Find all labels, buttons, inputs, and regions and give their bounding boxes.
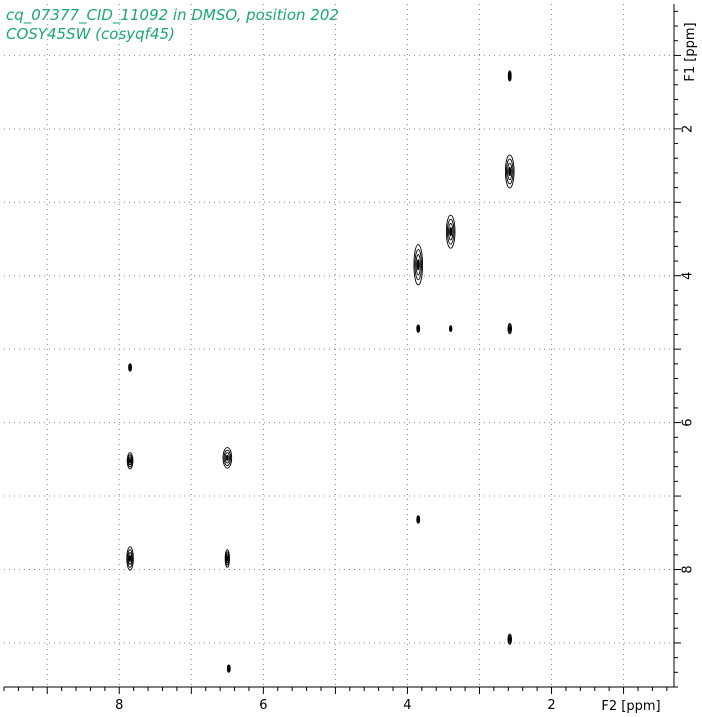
cross-peak xyxy=(224,549,230,568)
contour-level xyxy=(507,162,513,181)
contour-level xyxy=(128,552,133,565)
contour-level xyxy=(128,456,132,466)
contour-level xyxy=(506,158,514,185)
x-tick-label: 2 xyxy=(547,698,555,713)
plot-frame xyxy=(4,4,675,688)
y-tick-label: 8 xyxy=(681,565,696,573)
contour-level xyxy=(507,633,512,645)
title-line-sample: cq_07377_CID_11092 in DMSO, position 202 xyxy=(6,6,339,24)
contour-level xyxy=(413,244,424,286)
contour-level xyxy=(416,259,420,271)
contour-level xyxy=(449,227,453,237)
contour-level xyxy=(415,254,421,276)
contour-level xyxy=(445,214,456,249)
contour-level xyxy=(446,218,455,245)
cross-peak xyxy=(416,515,421,524)
cross-peak xyxy=(226,664,231,673)
cross-peak xyxy=(416,324,421,333)
title-line-experiment: COSY45SW (cosyqf45) xyxy=(6,25,175,43)
contour-level xyxy=(504,154,515,189)
contour-level xyxy=(224,452,230,464)
contour-level xyxy=(508,637,511,641)
x-axis-label: F2 [ppm] xyxy=(601,699,660,714)
contour-level xyxy=(508,166,512,177)
contour-level xyxy=(507,324,512,333)
contour-level xyxy=(224,549,230,568)
contour-level xyxy=(223,449,232,467)
contour-level xyxy=(222,447,233,469)
contour-level xyxy=(417,518,420,522)
cross-peak xyxy=(413,244,424,286)
contour-level xyxy=(127,549,133,568)
cross-peak xyxy=(507,633,512,645)
x-axis-ticks: 8 6 4 2 xyxy=(3,687,668,713)
cross-peak xyxy=(504,154,515,189)
cross-peak xyxy=(126,452,134,470)
y-tick-label: 2 xyxy=(681,125,696,133)
contour-level xyxy=(448,222,454,241)
cross-peak xyxy=(507,70,512,82)
contour-level xyxy=(225,551,230,566)
contour-level xyxy=(129,366,132,369)
y-axis-label: F1 [ppm] xyxy=(683,22,698,81)
cross-peak xyxy=(222,447,233,469)
cross-peak xyxy=(449,325,453,332)
contour-level xyxy=(126,452,134,470)
x-tick-label: 6 xyxy=(259,698,267,713)
cross-peak xyxy=(445,214,456,249)
spectrum-title: cq_07377_CID_11092 in DMSO, position 202… xyxy=(6,6,339,44)
contour-level xyxy=(127,454,133,468)
contour-level xyxy=(225,553,229,564)
cross-peaks xyxy=(126,70,515,673)
contour-level xyxy=(508,326,511,331)
cross-peak xyxy=(128,363,132,372)
contour-level xyxy=(128,458,132,464)
grid-lines xyxy=(4,4,674,687)
y-axis-ticks: 2 4 6 8 xyxy=(674,10,696,688)
contour-level xyxy=(417,327,420,331)
x-tick-label: 4 xyxy=(403,698,411,713)
cross-peak xyxy=(126,546,134,571)
contour-level xyxy=(227,667,230,671)
contour-level xyxy=(225,454,229,461)
contour-level xyxy=(507,323,512,335)
contour-level xyxy=(128,555,132,562)
contour-level xyxy=(507,634,512,644)
contour-level xyxy=(226,555,229,562)
cross-peak xyxy=(507,323,512,335)
contour-level xyxy=(449,327,452,331)
y-tick-label: 4 xyxy=(681,272,696,280)
contour-level xyxy=(508,74,511,78)
contour-level xyxy=(126,546,134,571)
x-tick-label: 8 xyxy=(115,698,123,713)
contour-level xyxy=(414,249,422,281)
y-tick-label: 6 xyxy=(681,418,696,426)
